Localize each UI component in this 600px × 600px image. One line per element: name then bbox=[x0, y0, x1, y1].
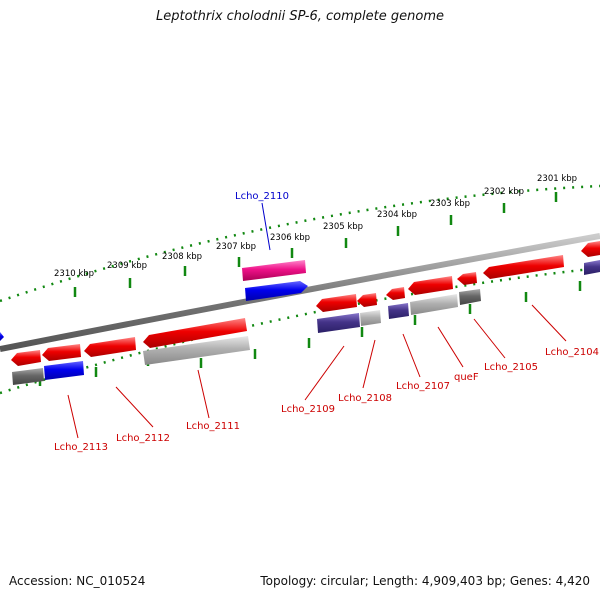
gene-label-lcho-2105: Lcho_2105 bbox=[484, 362, 538, 373]
label-leader-lines bbox=[67, 202, 567, 439]
gene-label-lcho-2113: Lcho_2113 bbox=[54, 442, 108, 453]
gene-lcho-2105-arrow[interactable] bbox=[457, 272, 477, 285]
scale-labels: 2310 kbp 2309 kbp 2308 kbp 2307 kbp 2306… bbox=[54, 174, 577, 279]
scale-label-2302: 2302 kbp bbox=[484, 187, 524, 197]
gene-blue-arrow[interactable] bbox=[245, 281, 308, 301]
gene-edge-red-arrow[interactable] bbox=[581, 241, 600, 257]
leader-quef bbox=[437, 326, 464, 368]
topology-text: Topology: circular; Length: 4,909,403 bp… bbox=[260, 574, 590, 588]
scale-label-2308: 2308 kbp bbox=[162, 252, 202, 262]
gene-label-lcho-2112: Lcho_2112 bbox=[116, 433, 170, 444]
outer-major-ticks bbox=[73, 192, 558, 297]
gene-label-lcho-2111: Lcho_2111 bbox=[186, 421, 240, 432]
gene-lcho-2112-arrow[interactable] bbox=[42, 344, 81, 361]
scale-label-2305: 2305 kbp bbox=[323, 222, 363, 232]
leader-lcho-2104 bbox=[531, 304, 567, 342]
scale-label-2307: 2307 kbp bbox=[216, 242, 256, 252]
gene-lcho-2110[interactable] bbox=[242, 260, 306, 281]
scale-label-2301: 2301 kbp bbox=[537, 174, 577, 184]
gene-edge-blue-tip[interactable] bbox=[0, 332, 4, 341]
genome-title: Leptothrix cholodnii SP-6, complete geno… bbox=[156, 9, 444, 24]
gene-label-lcho-2110: Lcho_2110 bbox=[235, 191, 289, 202]
scale-label-2303: 2303 kbp bbox=[430, 199, 470, 209]
gene-lcho-2108-arrow[interactable] bbox=[357, 293, 377, 307]
leader-lcho-2110 bbox=[261, 202, 271, 251]
leader-lcho-2107 bbox=[402, 333, 421, 378]
gene-lcho-2109-arrow[interactable] bbox=[316, 294, 357, 312]
gene-label-quef: queF bbox=[454, 372, 479, 383]
leader-lcho-2112 bbox=[115, 386, 154, 428]
reverse-strand-genes[interactable] bbox=[11, 289, 481, 385]
gene-dark-gray[interactable] bbox=[12, 368, 44, 385]
leader-lcho-2105 bbox=[473, 318, 506, 359]
gene-lcho-2113[interactable] bbox=[44, 361, 84, 380]
gene-label-lcho-2108: Lcho_2108 bbox=[338, 393, 392, 404]
leader-lcho-2111 bbox=[197, 369, 210, 419]
scale-label-2309: 2309 kbp bbox=[107, 261, 147, 271]
gene-lcho-2111-red[interactable] bbox=[143, 318, 247, 348]
scale-label-2310: 2310 kbp bbox=[54, 269, 94, 279]
scale-label-2306: 2306 kbp bbox=[270, 233, 310, 243]
leader-lcho-2113 bbox=[67, 394, 79, 439]
gene-lcho-2104-arrow[interactable] bbox=[483, 255, 564, 279]
scale-label-2304: 2304 kbp bbox=[377, 210, 417, 220]
accession-text: Accession: NC_010524 bbox=[9, 574, 146, 588]
gene-label-lcho-2107: Lcho_2107 bbox=[396, 381, 450, 392]
gene-lcho-2113-arrow[interactable] bbox=[11, 350, 41, 366]
gene-lcho-2108[interactable] bbox=[360, 310, 381, 326]
gene-label-lcho-2109: Lcho_2109 bbox=[281, 404, 335, 415]
gene-lcho-2109[interactable] bbox=[317, 313, 360, 333]
gene-lcho-2107[interactable] bbox=[388, 303, 409, 319]
gene-lcho-2111-arrow[interactable] bbox=[84, 337, 136, 357]
forward-strand-genes[interactable] bbox=[0, 241, 600, 341]
gene-edge-slate[interactable] bbox=[584, 260, 600, 275]
gene-lcho-2107-arrow[interactable] bbox=[386, 287, 405, 300]
gene-quef-arrow[interactable] bbox=[408, 276, 453, 295]
gene-label-lcho-2104: Lcho_2104 bbox=[545, 347, 599, 358]
leader-lcho-2109 bbox=[304, 345, 345, 401]
gene-lcho-2105[interactable] bbox=[459, 289, 481, 305]
gene-labels: Lcho_2110 Lcho_2104 Lcho_2105 queF Lcho_… bbox=[54, 191, 599, 453]
leader-lcho-2108 bbox=[362, 339, 376, 389]
gene-lcho-2112[interactable] bbox=[143, 336, 250, 365]
gene-quef[interactable] bbox=[410, 294, 458, 315]
